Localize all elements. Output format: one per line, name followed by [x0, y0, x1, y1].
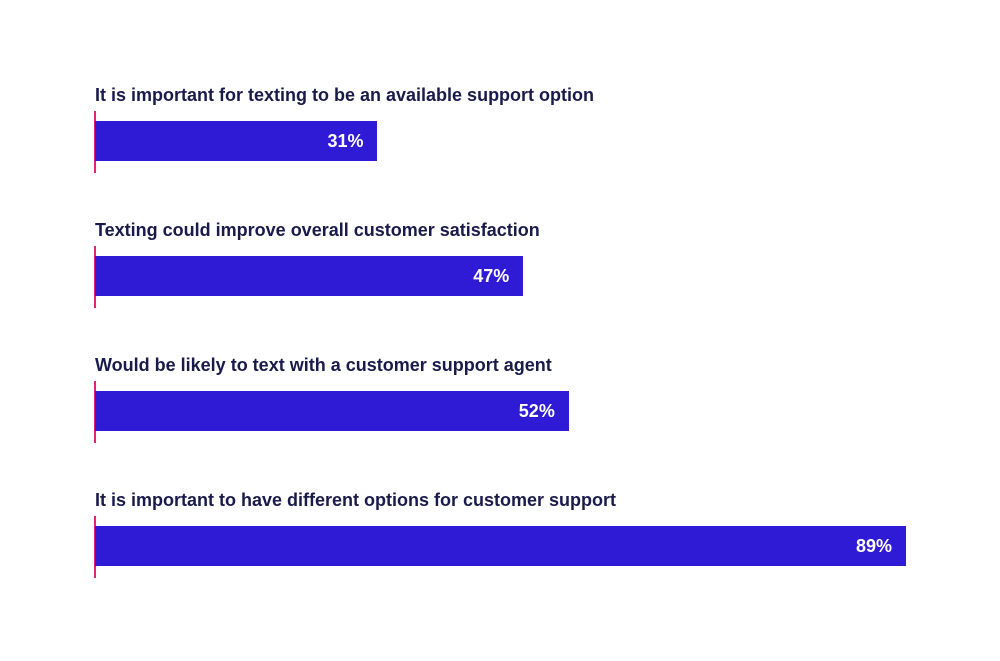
category-label: Texting could improve overall customer s…: [95, 220, 540, 240]
bar-value-label: 47%: [473, 266, 510, 286]
bar-value-label: 52%: [518, 401, 555, 421]
bar: 52%: [95, 391, 569, 431]
bar: 47%: [95, 256, 524, 296]
bar-value-label: 89%: [855, 536, 892, 556]
category-label: It is important for texting to be an ava…: [95, 85, 595, 105]
category-label: Would be likely to text with a customer …: [95, 355, 552, 375]
bar: 31%: [95, 121, 378, 161]
bar: 89%: [95, 526, 906, 566]
bar-value-label: 31%: [327, 131, 364, 151]
category-label: It is important to have different option…: [95, 490, 617, 510]
